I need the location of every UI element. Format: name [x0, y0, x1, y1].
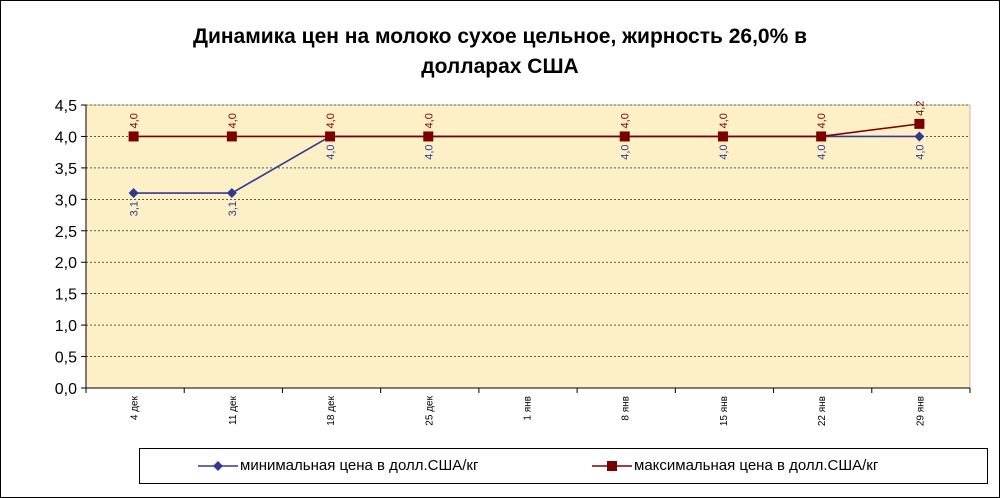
data-label-min: 4,0 [423, 144, 435, 159]
data-label-min: 4,0 [914, 144, 926, 159]
data-label-max: 4,0 [816, 113, 828, 128]
axes [85, 105, 970, 389]
x-tick-label: 22 янв [817, 396, 828, 426]
y-tick-label: 4,0 [55, 129, 77, 146]
x-tick-label: 11 дек [228, 395, 239, 425]
min-price-marker [914, 131, 925, 142]
data-label-min: 4,0 [620, 144, 632, 159]
legend: минимальная цена в долл.США/кг максималь… [139, 448, 988, 484]
y-tick-label: 1,5 [55, 287, 77, 304]
data-label-max: 4,0 [227, 113, 239, 128]
data-label-max: 4,0 [620, 113, 632, 128]
data-labels: 3,1 3,1 4,0 4,0 4,0 4,0 4,0 4,0 4,0 4,0 4,0 4,0 4,0 4… [129, 101, 927, 217]
chart-title: Динамика цен на молоко сухое цельное, жи… [0, 22, 1000, 82]
series-line [133, 123, 920, 138]
data-label-min: 4,0 [325, 144, 337, 159]
max-price-marker [816, 131, 827, 142]
legend-max-label: максимальная цена в долл.США/кг [634, 457, 879, 474]
min-price-marker [226, 188, 237, 199]
legend-max-marker [592, 461, 632, 472]
data-label-min: 3,1 [129, 201, 141, 216]
data-label-max: 4,0 [129, 113, 141, 128]
x-tick-label: 8 янв [621, 396, 632, 421]
max-price-marker [423, 131, 434, 142]
x-tick-label: 18 дек [326, 395, 337, 425]
y-tick-label: 3,0 [55, 192, 77, 209]
y-tick-label: 0,5 [55, 350, 77, 367]
data-label-min: 4,0 [816, 144, 828, 159]
y-tick-label: 0,0 [55, 381, 77, 398]
legend-min-marker [198, 461, 238, 472]
x-tick-label: 4 дек [130, 395, 141, 420]
y-axis-ticks: 0,0 0,5 1,0 1,5 2,0 2,5 3,0 3,5 4,0 4,5 [55, 98, 86, 398]
legend-item-max: максимальная цена в долл.США/кг [592, 457, 878, 474]
chart-title-line2: долларах США [421, 55, 579, 78]
x-tick-label: 1 янв [523, 396, 534, 421]
data-label-max: 4,0 [325, 113, 337, 128]
series-group [128, 118, 925, 199]
data-label-max: 4,0 [718, 113, 730, 128]
y-tick-label: 3,5 [55, 161, 77, 178]
max-price-marker [325, 131, 336, 142]
x-tick-label: 15 янв [719, 396, 730, 426]
x-tick-label: 29 янв [915, 396, 926, 426]
data-label-min: 3,1 [227, 201, 239, 216]
x-tick-label: 25 дек [424, 395, 435, 425]
min-price-marker [128, 188, 139, 199]
y-tick-label: 2,0 [55, 255, 77, 272]
y-tick-label: 2,5 [55, 224, 77, 241]
max-price-marker [717, 131, 728, 142]
max-price-marker [226, 131, 237, 142]
legend-item-min: минимальная цена в долл.США/кг [198, 457, 478, 474]
max-price-marker [914, 118, 925, 129]
plot-area [85, 104, 971, 389]
data-label-max: 4,2 [914, 101, 926, 116]
y-tick-label: 4,5 [55, 98, 77, 115]
max-price-marker [128, 131, 139, 142]
legend-min-label: минимальная цена в долл.США/кг [240, 457, 479, 474]
max-price-marker [619, 131, 630, 142]
x-axis-ticks: 4 дек 11 дек 18 дек 25 дек 1 янв 8 янв 15 янв 2… [85, 388, 971, 426]
y-tick-label: 1,0 [55, 318, 77, 335]
data-label-max: 4,0 [423, 113, 435, 128]
chart-title-line1: Динамика цен на молоко сухое цельное, жи… [192, 25, 808, 48]
data-label-min: 4,0 [718, 144, 730, 159]
